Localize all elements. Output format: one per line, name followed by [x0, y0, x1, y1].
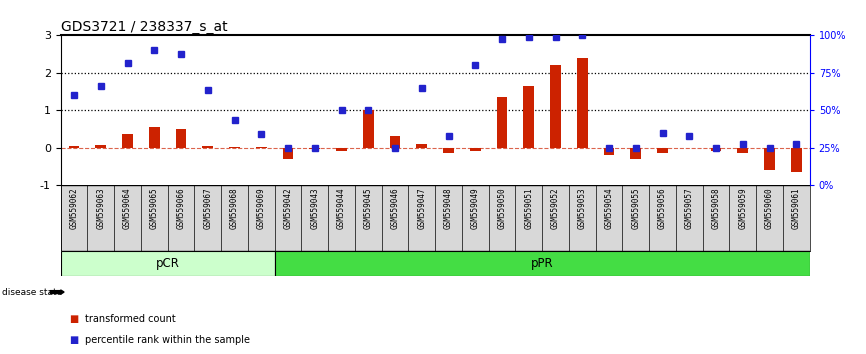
Text: GSM559045: GSM559045 — [364, 187, 372, 229]
Text: GSM559052: GSM559052 — [551, 187, 560, 229]
Text: GSM559055: GSM559055 — [631, 187, 640, 229]
Bar — [256, 147, 267, 148]
Bar — [68, 145, 80, 148]
Bar — [497, 97, 507, 148]
Text: ■: ■ — [69, 335, 79, 345]
Bar — [149, 127, 159, 148]
Text: GSM559043: GSM559043 — [310, 187, 320, 229]
Text: ■: ■ — [69, 314, 79, 324]
Text: GSM559068: GSM559068 — [230, 187, 239, 229]
Text: GSM559050: GSM559050 — [498, 187, 507, 229]
Text: GSM559056: GSM559056 — [658, 187, 667, 229]
Text: GSM559065: GSM559065 — [150, 187, 158, 229]
Text: transformed count: transformed count — [85, 314, 176, 324]
Bar — [630, 148, 641, 159]
Text: GSM559042: GSM559042 — [283, 187, 293, 229]
Bar — [229, 147, 240, 148]
Text: disease state: disease state — [2, 287, 62, 297]
Text: GSM559053: GSM559053 — [578, 187, 587, 229]
Bar — [738, 148, 748, 153]
Text: GSM559061: GSM559061 — [792, 187, 801, 229]
Bar — [95, 144, 107, 148]
Bar — [764, 148, 775, 170]
Text: GSM559063: GSM559063 — [96, 187, 106, 229]
Bar — [604, 148, 614, 155]
Bar — [470, 148, 481, 151]
Text: percentile rank within the sample: percentile rank within the sample — [85, 335, 250, 345]
Bar — [122, 135, 132, 148]
Bar — [282, 148, 294, 159]
Bar — [203, 145, 213, 148]
Bar — [363, 110, 373, 148]
Text: GSM559060: GSM559060 — [765, 187, 774, 229]
Text: GSM559069: GSM559069 — [257, 187, 266, 229]
Bar — [577, 58, 588, 148]
Text: GSM559054: GSM559054 — [604, 187, 613, 229]
Text: GSM559044: GSM559044 — [337, 187, 346, 229]
Text: GSM559047: GSM559047 — [417, 187, 426, 229]
Bar — [711, 148, 721, 151]
FancyBboxPatch shape — [275, 251, 810, 276]
Text: GSM559046: GSM559046 — [391, 187, 399, 229]
Text: GSM559062: GSM559062 — [69, 187, 79, 229]
Text: pCR: pCR — [156, 257, 179, 270]
Bar — [523, 86, 534, 148]
Text: GSM559049: GSM559049 — [471, 187, 480, 229]
Text: GDS3721 / 238337_s_at: GDS3721 / 238337_s_at — [61, 21, 227, 34]
FancyBboxPatch shape — [61, 251, 275, 276]
Bar — [443, 148, 454, 153]
Text: GSM559064: GSM559064 — [123, 187, 132, 229]
Text: GSM559048: GSM559048 — [444, 187, 453, 229]
Bar — [657, 148, 668, 153]
Text: pPR: pPR — [531, 257, 553, 270]
Text: GSM559067: GSM559067 — [204, 187, 212, 229]
Text: GSM559058: GSM559058 — [712, 187, 721, 229]
Bar — [390, 136, 400, 148]
Bar — [336, 148, 347, 151]
Bar — [176, 129, 186, 148]
Text: GSM559059: GSM559059 — [739, 187, 747, 229]
Text: GSM559051: GSM559051 — [524, 187, 533, 229]
Text: GSM559057: GSM559057 — [685, 187, 694, 229]
Bar — [550, 65, 561, 148]
Text: GSM559066: GSM559066 — [177, 187, 185, 229]
Bar — [309, 148, 320, 149]
Bar — [417, 144, 427, 148]
Bar — [791, 148, 802, 172]
